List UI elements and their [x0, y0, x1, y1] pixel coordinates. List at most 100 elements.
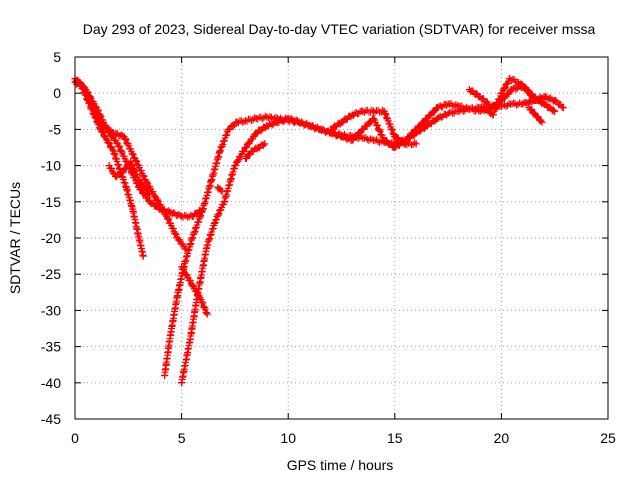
data-point [263, 113, 271, 121]
data-point [173, 234, 181, 242]
series-markers [161, 92, 567, 380]
y-tick-label: 0 [53, 85, 61, 101]
data-point [173, 292, 181, 300]
series-track-h [242, 140, 269, 163]
data-point [261, 140, 269, 148]
data-point [316, 125, 324, 133]
data-point [252, 129, 260, 137]
data-point [444, 100, 452, 108]
data-point [114, 140, 122, 148]
tick-labels: 0 5 10 15 20 25 5 0 -5 -10 -15 -20 -25 -30 -35 -40 -45 [41, 49, 616, 446]
data-point [519, 100, 527, 108]
y-tick-label: 5 [53, 49, 61, 65]
grid [75, 57, 608, 419]
data-point [105, 162, 113, 170]
data-point [559, 104, 567, 112]
data-point [508, 100, 516, 108]
data-point [225, 125, 233, 133]
data-point [199, 205, 207, 213]
data-point [465, 105, 473, 113]
data-point [338, 133, 345, 141]
data-point [188, 234, 196, 242]
y-tick-label: -20 [41, 230, 61, 246]
data-point [380, 107, 388, 115]
data-point [122, 183, 130, 191]
data-point [525, 104, 533, 112]
data-point [218, 187, 226, 195]
y-tick-label: -5 [49, 121, 62, 137]
data-point [248, 147, 256, 155]
data-point [274, 118, 282, 126]
data-point [167, 209, 175, 217]
data-point [163, 212, 171, 220]
data-point [112, 172, 120, 180]
y-axis-label: SDTVAR / TECUs [7, 182, 23, 294]
data-point [391, 144, 399, 151]
data-point [186, 335, 194, 343]
chart-title: Day 293 of 2023, Sidereal Day-to-day VTE… [83, 21, 596, 37]
data-point [161, 372, 169, 380]
series-track-k [465, 86, 493, 108]
data-point [207, 176, 215, 184]
data-point [109, 129, 117, 137]
plot-frame [74, 56, 609, 420]
data-point [109, 147, 117, 155]
data-point [188, 212, 196, 220]
data-point [141, 176, 149, 184]
data-point [551, 107, 559, 115]
data-point [97, 125, 105, 133]
data-point [551, 96, 559, 104]
axis-ticks [74, 56, 609, 420]
data-point [465, 86, 473, 94]
y-tick-label: -45 [41, 411, 61, 427]
data-point [444, 109, 452, 117]
data-point [231, 162, 239, 170]
data-point [423, 115, 431, 123]
data-point [327, 125, 335, 133]
data-point [538, 118, 546, 126]
data-point [129, 205, 137, 213]
data-point [120, 133, 128, 141]
y-tick-label: -15 [41, 194, 61, 210]
data-point [380, 136, 388, 144]
data-point [126, 158, 134, 166]
data-point [220, 198, 228, 206]
series-track-d [105, 158, 154, 199]
data-point [401, 140, 409, 148]
data-point [212, 216, 220, 224]
data-point [476, 107, 484, 115]
data-point [480, 104, 488, 112]
data-point [167, 328, 175, 336]
data-point [135, 234, 143, 242]
y-tick-label: -30 [41, 302, 61, 318]
data-points [71, 75, 567, 387]
data-point [295, 118, 303, 126]
data-point [338, 118, 345, 126]
data-point [90, 107, 98, 115]
y-tick-label: -25 [41, 266, 61, 282]
data-point [118, 169, 126, 177]
data-point [455, 102, 463, 110]
data-point [152, 194, 160, 202]
data-point [369, 136, 377, 144]
data-point [540, 100, 548, 108]
data-point [391, 133, 399, 141]
data-point [359, 134, 367, 142]
x-tick-label: 20 [494, 430, 510, 446]
data-point [190, 285, 198, 293]
data-point [216, 147, 224, 155]
data-point [532, 96, 540, 104]
data-point [203, 241, 211, 249]
data-point [178, 212, 186, 220]
data-point [497, 89, 505, 97]
data-point [476, 93, 484, 101]
data-point [146, 198, 154, 206]
data-point [506, 75, 514, 83]
series-track-g [178, 263, 211, 318]
data-point [433, 104, 441, 112]
data-point [103, 136, 111, 144]
data-point [135, 176, 143, 184]
data-point [508, 86, 516, 94]
data-point [178, 379, 186, 387]
